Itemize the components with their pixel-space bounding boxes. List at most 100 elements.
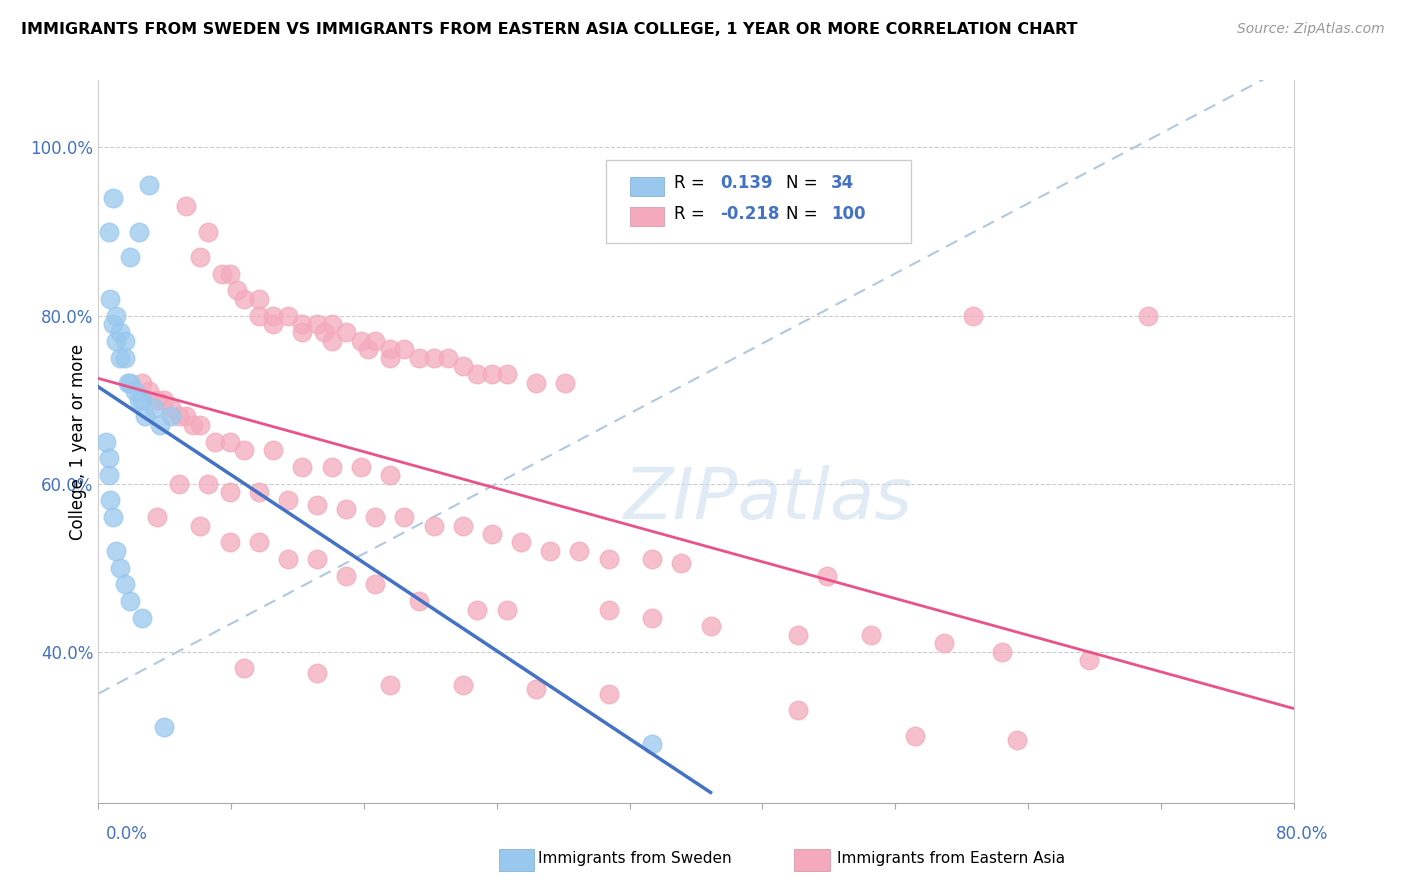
Point <box>190 250 212 264</box>
Point <box>422 351 444 365</box>
Point <box>142 401 165 415</box>
Point <box>101 317 124 331</box>
Point <box>321 317 343 331</box>
Point <box>364 334 387 348</box>
Point <box>134 409 156 424</box>
Point <box>101 191 124 205</box>
Point <box>495 602 517 616</box>
Point <box>815 569 838 583</box>
Point <box>225 283 247 297</box>
Point <box>138 178 160 193</box>
Point <box>218 485 240 500</box>
Point <box>174 199 197 213</box>
Point <box>262 317 284 331</box>
Point <box>110 351 132 365</box>
FancyBboxPatch shape <box>630 208 664 227</box>
Point <box>451 518 474 533</box>
Text: R =: R = <box>675 205 710 223</box>
Point <box>101 510 124 524</box>
Point <box>437 351 460 365</box>
Point <box>98 493 121 508</box>
Point <box>321 334 343 348</box>
Text: N =: N = <box>786 174 823 192</box>
Point <box>131 392 153 407</box>
Point <box>598 687 620 701</box>
Point <box>350 334 373 348</box>
Text: ZIPatlas: ZIPatlas <box>623 465 912 533</box>
Point <box>138 384 160 398</box>
Point <box>671 557 693 571</box>
Point <box>120 250 142 264</box>
Point <box>422 518 444 533</box>
Point <box>145 510 167 524</box>
Text: IMMIGRANTS FROM SWEDEN VS IMMIGRANTS FROM EASTERN ASIA COLLEGE, 1 YEAR OR MORE C: IMMIGRANTS FROM SWEDEN VS IMMIGRANTS FRO… <box>21 22 1077 37</box>
Point <box>128 225 150 239</box>
Point <box>167 409 190 424</box>
Point <box>277 309 299 323</box>
Point <box>94 434 117 449</box>
Point <box>104 543 127 558</box>
Point <box>357 342 380 356</box>
Point <box>787 703 810 717</box>
Point <box>190 417 212 432</box>
Point <box>335 569 357 583</box>
Point <box>262 442 284 457</box>
Point <box>510 535 533 549</box>
Point <box>1136 309 1159 323</box>
Point <box>408 351 430 365</box>
Text: N =: N = <box>786 205 823 223</box>
Point <box>305 317 328 331</box>
Point <box>524 682 547 697</box>
Point <box>598 552 620 566</box>
Point <box>1005 732 1028 747</box>
Point <box>305 665 328 680</box>
Point <box>394 510 416 524</box>
Point <box>641 737 664 751</box>
Point <box>218 535 240 549</box>
Text: 0.0%: 0.0% <box>105 825 148 843</box>
Point <box>451 678 474 692</box>
Point <box>128 392 150 407</box>
Point <box>932 636 955 650</box>
Point <box>97 451 120 466</box>
Point <box>233 292 256 306</box>
Text: 80.0%: 80.0% <box>1277 825 1329 843</box>
Text: 34: 34 <box>831 174 855 192</box>
Point <box>291 459 314 474</box>
Point <box>120 376 142 390</box>
Point <box>117 376 139 390</box>
Point <box>97 468 120 483</box>
Point <box>378 678 401 692</box>
Point <box>247 485 270 500</box>
Point <box>699 619 721 633</box>
Point <box>538 543 561 558</box>
Point <box>394 342 416 356</box>
Point <box>204 434 226 449</box>
Point <box>641 552 664 566</box>
Point <box>378 351 401 365</box>
Point <box>160 401 183 415</box>
Point <box>991 644 1014 658</box>
Point <box>291 326 314 340</box>
Point <box>190 518 212 533</box>
Point <box>1078 653 1101 667</box>
Point <box>104 334 127 348</box>
Point <box>481 527 503 541</box>
Text: 0.139: 0.139 <box>720 174 772 192</box>
Point <box>174 409 197 424</box>
Point <box>378 468 401 483</box>
Point <box>451 359 474 373</box>
Point <box>378 342 401 356</box>
Point <box>218 434 240 449</box>
Point <box>364 510 387 524</box>
Point <box>160 409 183 424</box>
Point <box>145 392 167 407</box>
Point <box>153 392 176 407</box>
Point <box>124 384 146 398</box>
Point <box>233 442 256 457</box>
Point <box>197 476 219 491</box>
Text: R =: R = <box>675 174 710 192</box>
Point <box>364 577 387 591</box>
Point <box>120 594 142 608</box>
Point <box>233 661 256 675</box>
